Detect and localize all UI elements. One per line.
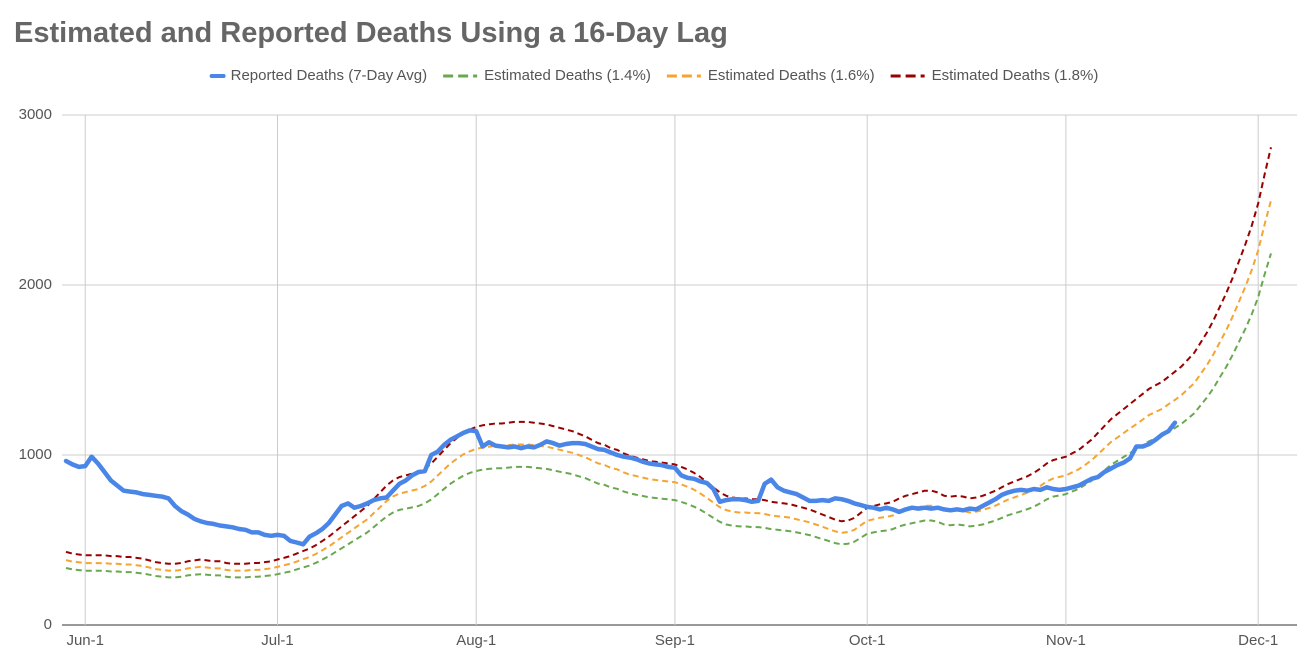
legend-label: Estimated Deaths (1.6%) bbox=[708, 67, 875, 84]
y-tick-label: 3000 bbox=[19, 106, 52, 123]
x-tick-label: Jul-1 bbox=[261, 632, 294, 649]
x-tick-label: Aug-1 bbox=[456, 632, 496, 649]
y-tick-label: 2000 bbox=[19, 276, 52, 293]
x-tick-label: Oct-1 bbox=[849, 632, 886, 649]
series-line bbox=[63, 420, 1178, 547]
series-line bbox=[65, 147, 1272, 565]
series-line bbox=[65, 200, 1272, 572]
chart-title: Estimated and Reported Deaths Using a 16… bbox=[14, 17, 728, 49]
legend-label: Reported Deaths (7-Day Avg) bbox=[231, 67, 428, 84]
y-tick-label: 1000 bbox=[19, 446, 52, 463]
x-tick-label: Nov-1 bbox=[1046, 632, 1086, 649]
legend: Reported Deaths (7-Day Avg) Estimated Dea… bbox=[209, 67, 1099, 84]
x-tick-label: Dec-1 bbox=[1238, 632, 1278, 649]
legend-label: Estimated Deaths (1.4%) bbox=[484, 67, 651, 84]
legend-label: Estimated Deaths (1.8%) bbox=[932, 67, 1099, 84]
x-tick-label: Jun-1 bbox=[66, 632, 104, 649]
series-line bbox=[65, 253, 1272, 579]
x-tick-label: Sep-1 bbox=[655, 632, 695, 649]
y-tick-label: 0 bbox=[44, 616, 52, 633]
